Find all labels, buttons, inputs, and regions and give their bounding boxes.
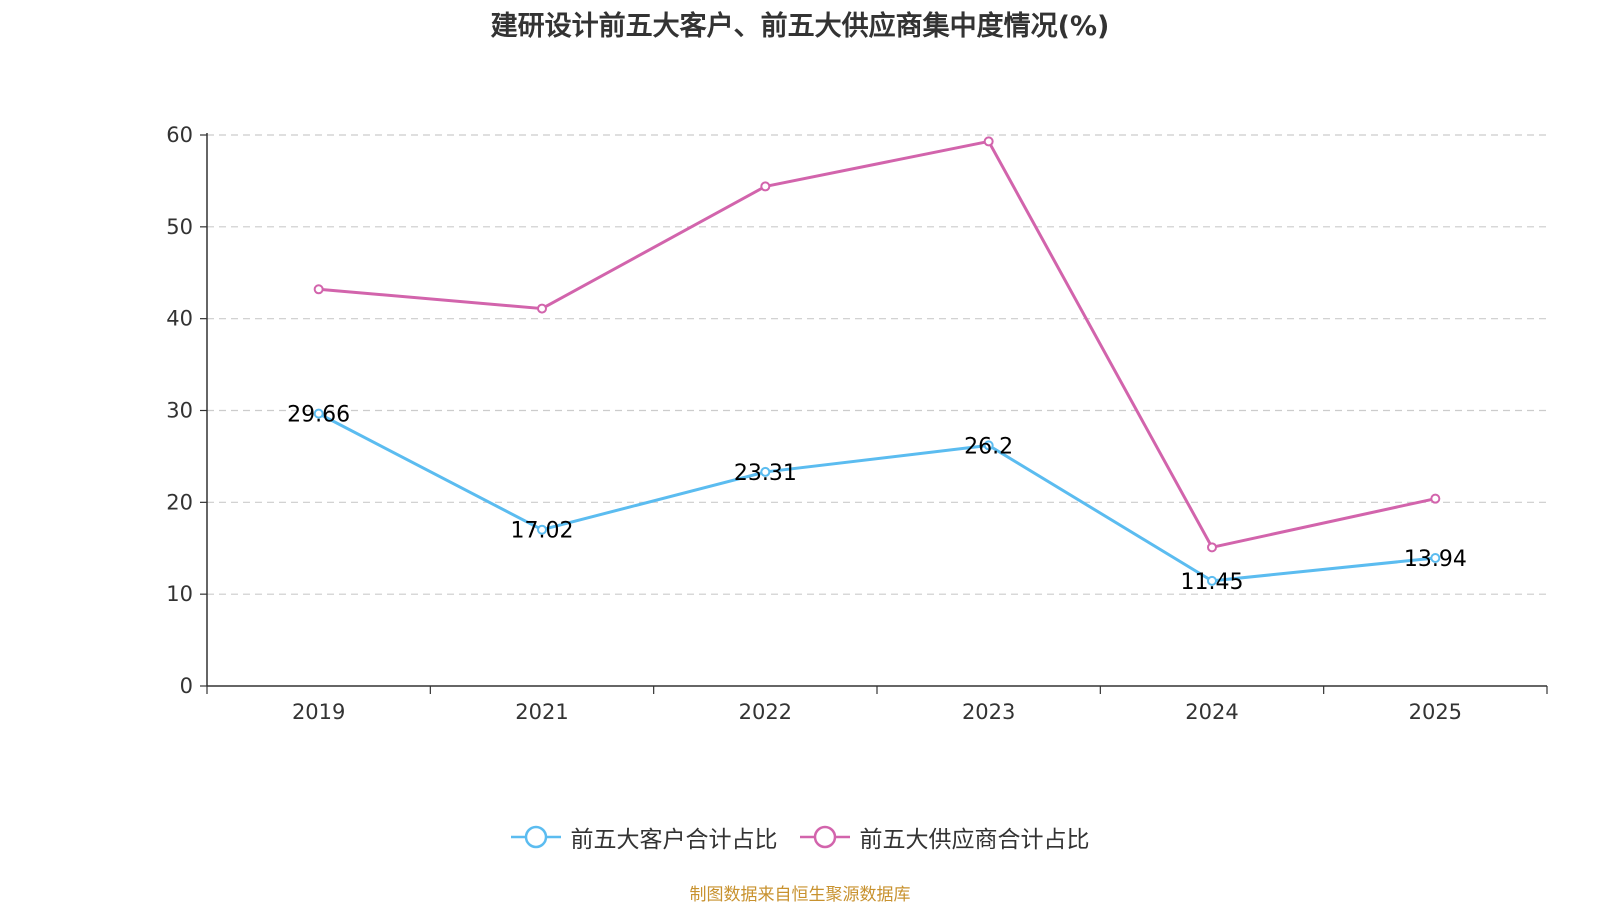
data-label: 17.02 [511, 519, 574, 544]
grid-layer [207, 134, 1547, 595]
chart-title: 建研设计前五大客户、前五大供应商集中度情况(%) [490, 11, 1110, 42]
data-point [313, 284, 324, 295]
y-tick-label: 50 [166, 215, 193, 239]
y-tick-label: 40 [166, 307, 193, 331]
data-label: 26.2 [964, 434, 1013, 459]
data-label: 23.31 [734, 461, 797, 486]
series-line-suppliers [318, 139, 1436, 549]
y-tick-label: 30 [166, 399, 193, 423]
data-label-layer: 29.66 17.02 23.31 26.2 11.45 13.94 [287, 403, 1467, 595]
data-point [1207, 542, 1217, 553]
data-point [537, 524, 547, 535]
data-label: 29.66 [287, 403, 350, 428]
x-tick-label: 2023 [962, 700, 1015, 724]
legend-line-circle-icon [799, 825, 850, 849]
series-line-customers [317, 412, 1436, 583]
x-tick-label: 2021 [515, 700, 568, 724]
legend-label-customers: 前五大客户合计占比 [570, 827, 778, 853]
data-point [983, 440, 994, 451]
y-tick-label: 10 [166, 582, 193, 606]
data-point [983, 136, 994, 147]
legend-item-suppliers[interactable]: 前五大供应商合计占比 [799, 820, 1090, 854]
x-tick-label: 2024 [1185, 700, 1238, 724]
axis-layer: 0 10 20 30 40 50 60 2019 2021 2022 2023 2024 2025 [166, 123, 1548, 724]
y-tick-label: 0 [180, 674, 193, 698]
x-tick-label: 2025 [1409, 700, 1462, 724]
data-label: 13.94 [1404, 547, 1467, 572]
legend-item-customers[interactable]: 前五大客户合计占比 [510, 820, 778, 854]
source-note: 制图数据来自恒生聚源数据库 [689, 885, 911, 905]
x-tick-label: 2019 [292, 700, 345, 724]
legend-label-suppliers: 前五大供应商合计占比 [859, 827, 1090, 853]
y-tick-label: 20 [166, 490, 193, 514]
x-tick-label: 2022 [739, 700, 792, 724]
data-point [1207, 575, 1217, 586]
data-point [1430, 493, 1441, 504]
data-label: 11.45 [1181, 570, 1244, 595]
series-layer [313, 136, 1441, 586]
data-point [1430, 552, 1441, 563]
legend-line-circle-icon [510, 825, 561, 849]
data-point [760, 181, 771, 192]
data-point [760, 466, 771, 477]
data-point [313, 408, 324, 419]
y-tick-label: 60 [166, 123, 193, 147]
data-point [537, 303, 547, 314]
legend: 前五大客户合计占比 前五大供应商合计占比 [0, 820, 1600, 854]
